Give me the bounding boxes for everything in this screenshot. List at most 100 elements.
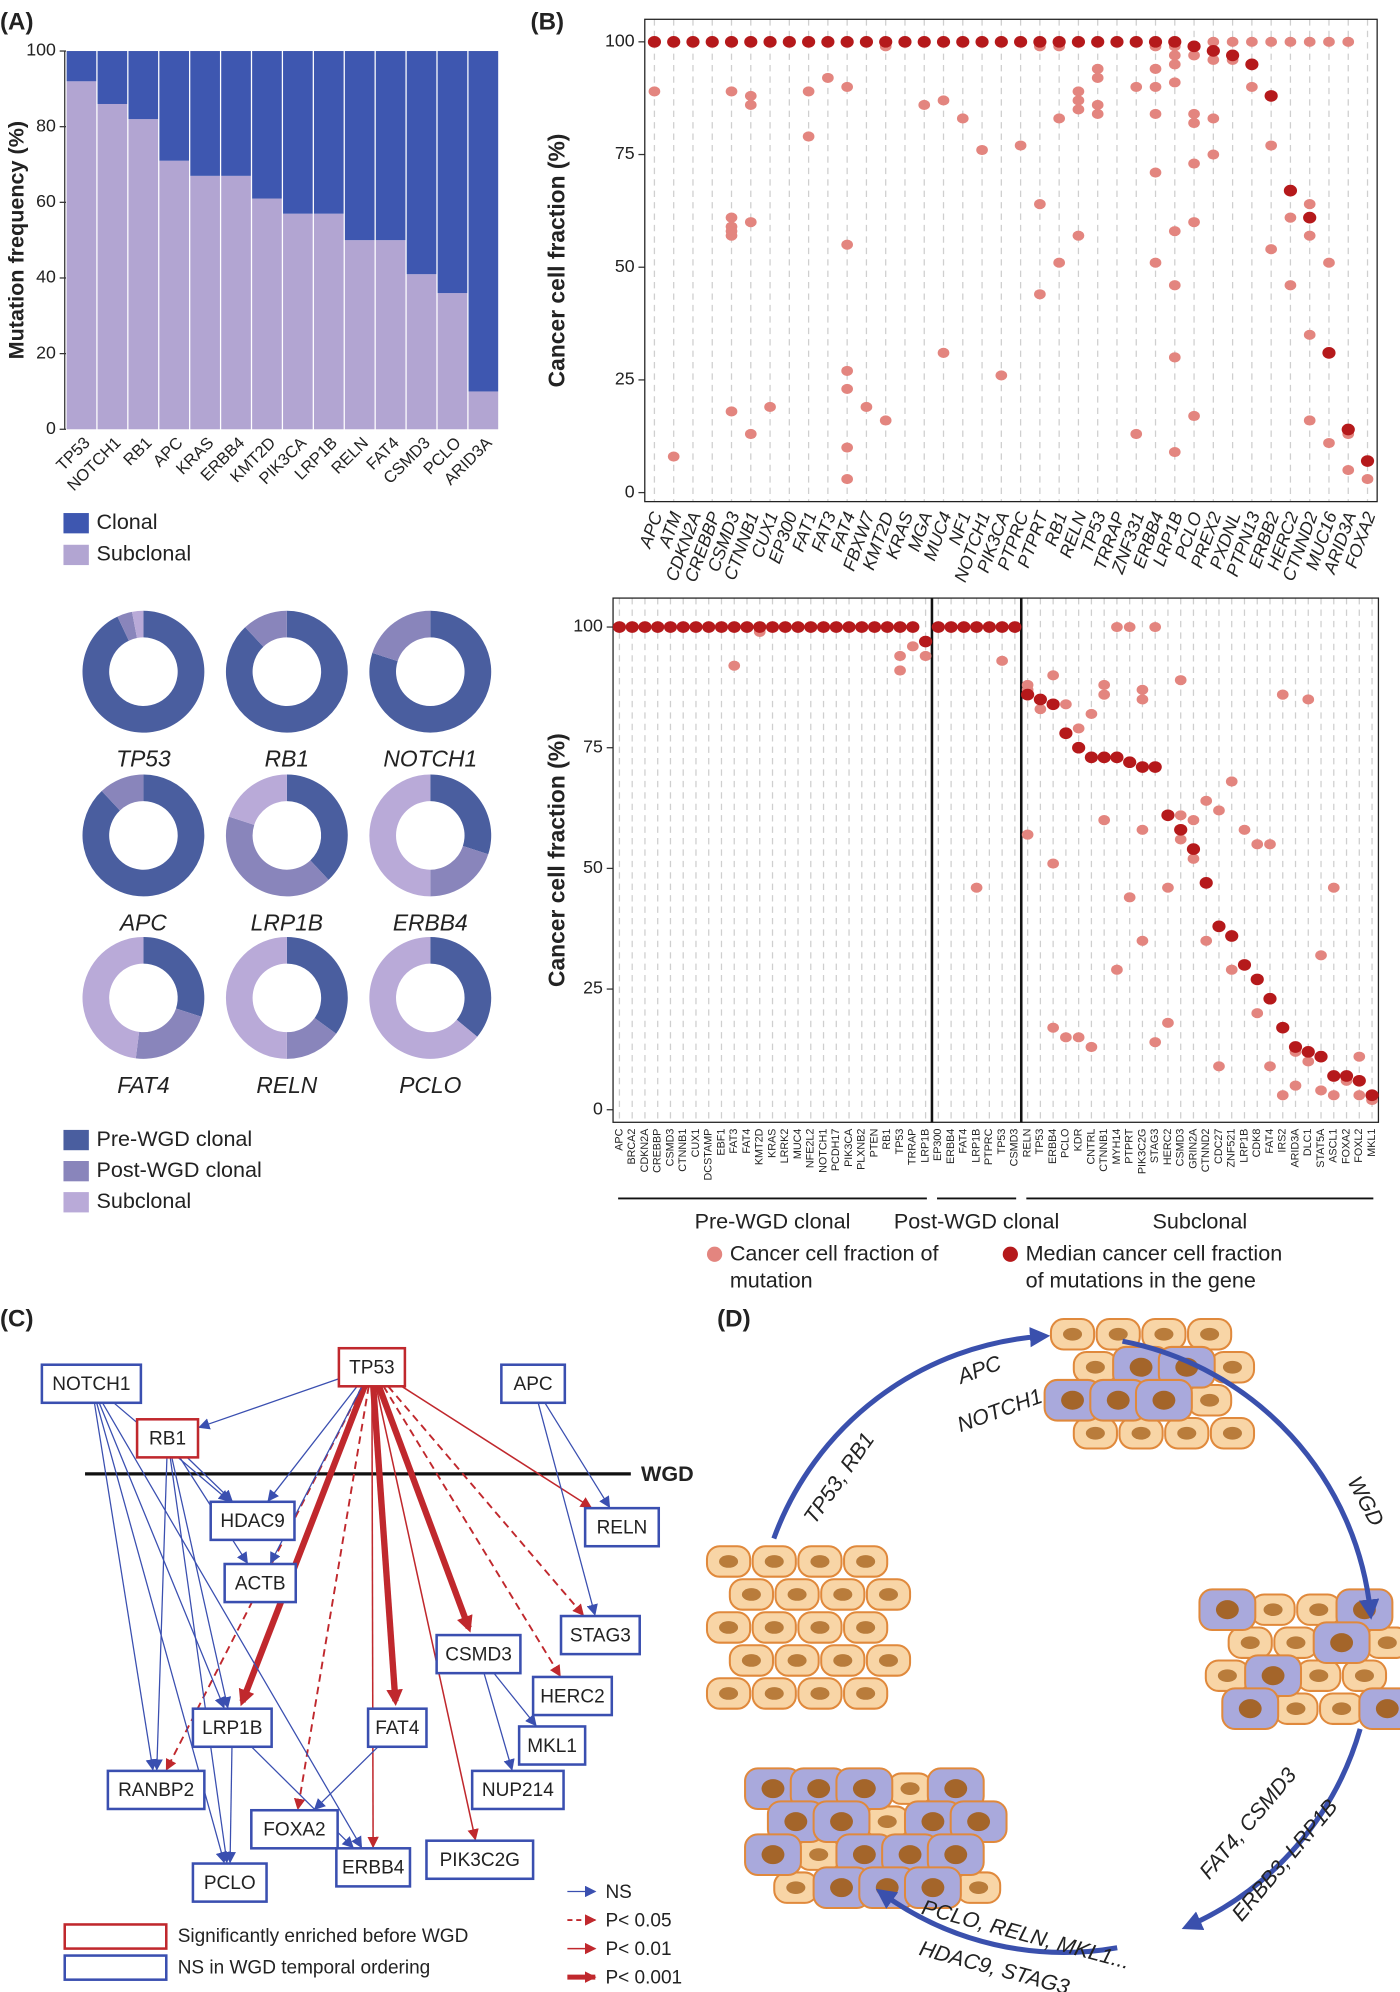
median-dot	[1339, 1070, 1354, 1082]
x-tick-label: LRP1B	[970, 1129, 982, 1163]
group-label: Post-WGD clonal	[894, 1208, 1059, 1233]
network-edge	[224, 1746, 236, 1864]
x-tick-label: MKL1	[1366, 1129, 1378, 1157]
x-tick-label: CDKN2A	[639, 1128, 651, 1172]
nucleus	[1085, 1360, 1105, 1374]
network-node-label: APC	[514, 1374, 553, 1395]
mutation-dot	[894, 650, 906, 662]
median-dot	[1288, 1041, 1303, 1053]
median-dot	[956, 35, 970, 48]
network-node-label: NUP214	[482, 1780, 554, 1801]
median-dot	[1199, 877, 1213, 889]
network-node	[435, 1633, 522, 1675]
mutation-dot	[1187, 815, 1200, 826]
median-dot	[855, 621, 869, 633]
bar-segment	[468, 51, 499, 392]
x-tick-label: FAT3	[728, 1129, 740, 1154]
donut-title: LRP1B	[251, 909, 323, 935]
median-dot	[1046, 698, 1060, 711]
mutation-dot	[1060, 1032, 1072, 1043]
network-node	[191, 1707, 273, 1749]
nucleus	[898, 1845, 922, 1865]
median-dot	[1148, 761, 1162, 773]
mutation-dot	[995, 370, 1008, 381]
x-tick-label: PIK3CA	[843, 1128, 855, 1167]
mutation-dot	[1315, 950, 1327, 961]
mutation-dot	[1072, 95, 1085, 106]
nucleus	[1200, 1327, 1220, 1341]
mutation-dot	[1072, 230, 1085, 241]
nucleus	[921, 1812, 945, 1832]
mutation-dot	[1136, 684, 1149, 695]
mutation-dot	[860, 401, 873, 413]
mutation-dot	[1188, 158, 1200, 169]
median-dot	[647, 35, 662, 48]
network-node-label: RELN	[597, 1517, 648, 1538]
mutation-dot	[1014, 140, 1027, 151]
mutation-dot	[879, 415, 892, 426]
median-dot	[1129, 35, 1143, 48]
network-edge	[238, 1385, 368, 1707]
mutation-dot	[1072, 1032, 1085, 1043]
x-tick-label: PCDH17	[830, 1129, 842, 1171]
nucleus	[1286, 1636, 1306, 1650]
wgd-label: WGD	[641, 1461, 694, 1486]
group-label: Pre-WGD clonal	[695, 1208, 851, 1233]
mutation-dot	[1060, 699, 1072, 710]
median-dot	[804, 621, 818, 633]
median-dot	[753, 621, 767, 633]
x-tick-label: MUC4	[792, 1129, 804, 1160]
median-dot	[667, 35, 681, 48]
median-dot	[1186, 843, 1201, 855]
x-tick-label: CSMD3	[1175, 1129, 1187, 1167]
median-dot	[1322, 347, 1336, 359]
mutation-dot	[1168, 280, 1181, 291]
mutation-dot	[1265, 36, 1277, 47]
x-tick-label: ASCL1	[1328, 1129, 1340, 1163]
x-tick-label: FOXA2	[1340, 1129, 1352, 1164]
donut-segment	[245, 610, 287, 647]
x-tick-label: CTNNB1	[1098, 1129, 1110, 1172]
median-dot	[1206, 45, 1220, 57]
y-axis-label: Mutation frequency (%)	[3, 121, 28, 359]
nucleus	[1131, 1426, 1151, 1440]
median-dot	[880, 621, 894, 633]
mutation-dot	[1111, 621, 1123, 633]
median-dot	[975, 35, 989, 48]
network-node-label: HDAC9	[220, 1511, 284, 1532]
median-dot	[970, 621, 984, 633]
donut-segment	[430, 846, 489, 897]
nucleus	[1222, 1360, 1242, 1374]
mutation-dot	[725, 230, 738, 241]
mutation-dot	[1123, 621, 1136, 633]
donut-segment	[286, 936, 348, 1034]
network-node	[223, 1562, 298, 1604]
nucleus	[1332, 1702, 1352, 1716]
bar-segment	[221, 51, 251, 176]
median-dot	[842, 621, 856, 633]
legend-label: P< 0.05	[605, 1910, 671, 1931]
median-dot	[686, 35, 700, 48]
median-dot	[705, 35, 719, 48]
y-tick-label: 75	[615, 143, 635, 163]
y-tick-label: 50	[583, 857, 603, 877]
nucleus	[784, 1812, 808, 1832]
mutation-dot	[1327, 882, 1340, 893]
network-edge	[375, 1385, 473, 1633]
mutation-dot	[802, 86, 815, 97]
median-dot	[816, 621, 831, 633]
mutation-dot	[1111, 964, 1123, 975]
network-edge	[493, 1672, 537, 1727]
median-dot	[944, 621, 958, 633]
network-edge	[375, 1386, 479, 1841]
mutation-dot	[841, 474, 853, 485]
network-node-label: FAT4	[375, 1718, 419, 1739]
median-dot	[791, 621, 805, 633]
median-dot	[957, 621, 971, 633]
x-tick-label: TP53	[1034, 1129, 1046, 1155]
bar-segment	[190, 175, 220, 430]
median-dot	[740, 621, 754, 633]
mutation-dot	[1174, 834, 1187, 845]
legend-dot	[1002, 1246, 1018, 1262]
donut-title: RELN	[256, 1072, 317, 1098]
